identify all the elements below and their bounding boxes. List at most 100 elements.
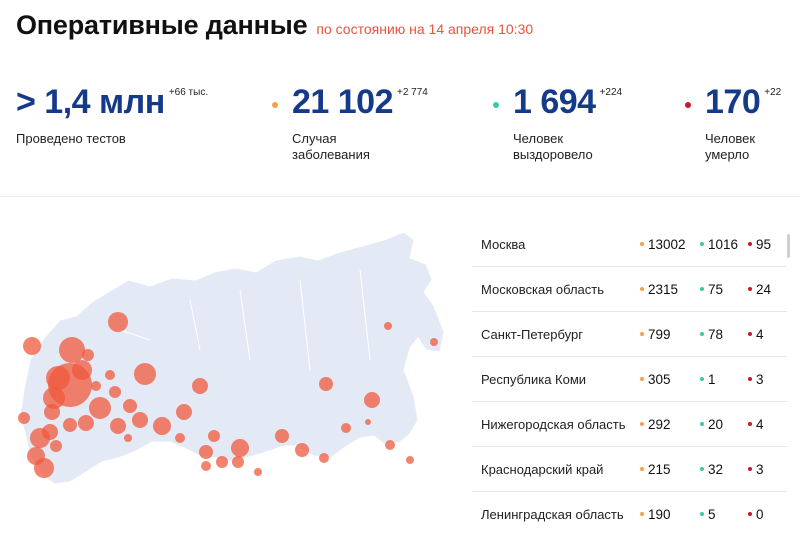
region-cases: 13002 (640, 222, 686, 266)
stat-cases: 21 102 +2 774 Случая заболевания (272, 82, 428, 163)
regions-table[interactable]: Москва 13002 1016 95 Московская область … (472, 222, 787, 536)
region-deaths-value: 4 (756, 326, 764, 342)
stat-recovered-value: 1 694 (513, 83, 596, 121)
section-divider (0, 196, 800, 197)
region-recovered: 5 (700, 492, 716, 536)
russia-map[interactable] (0, 220, 470, 538)
recovered-dot-icon (700, 377, 704, 381)
stat-recovered: 1 694 +224 Человек выздоровело (493, 82, 623, 163)
stat-deaths-value: 170 (705, 83, 761, 121)
region-deaths: 95 (748, 222, 771, 266)
deaths-dot-icon (748, 467, 752, 471)
deaths-dot-icon (748, 287, 752, 291)
map-region-borders (119, 269, 371, 371)
region-recovered-value: 78 (708, 326, 724, 342)
deaths-dot-icon (685, 102, 691, 108)
region-recovered: 75 (700, 267, 723, 311)
recovered-dot-icon (700, 242, 704, 246)
stat-cases-delta: +2 774 (397, 87, 428, 98)
region-recovered: 20 (700, 402, 723, 446)
stat-recovered-delta: +224 (599, 87, 623, 98)
region-cases-value: 799 (648, 326, 671, 342)
cases-dot-icon (640, 467, 644, 471)
region-cases: 215 (640, 447, 671, 491)
stat-deaths-label: Человек умерло (705, 131, 756, 162)
cases-dot-icon (640, 242, 644, 246)
region-cases: 305 (640, 357, 671, 401)
region-deaths-value: 95 (756, 236, 772, 252)
region-cases-value: 190 (648, 506, 671, 522)
table-row[interactable]: Нижегородская область 292 20 4 (472, 402, 787, 447)
region-name: Нижегородская область (481, 416, 626, 432)
region-name: Краснодарский край (481, 461, 604, 477)
region-deaths-value: 24 (756, 281, 772, 297)
cases-dot-icon (640, 422, 644, 426)
stat-cases-value: 21 102 (292, 83, 394, 121)
recovered-dot-icon (700, 287, 704, 291)
region-deaths-value: 4 (756, 416, 764, 432)
table-row[interactable]: Краснодарский край 215 32 3 (472, 447, 787, 492)
recovered-dot-icon (700, 467, 704, 471)
region-recovered-value: 1016 (708, 236, 739, 252)
region-recovered-value: 75 (708, 281, 724, 297)
deaths-dot-icon (748, 512, 752, 516)
table-row[interactable]: Республика Коми 305 1 3 (472, 357, 787, 402)
region-name: Ленинградская область (481, 506, 624, 522)
page-title: Оперативные данные (16, 10, 308, 40)
region-deaths: 3 (748, 447, 764, 491)
region-recovered: 32 (700, 447, 723, 491)
region-cases-value: 215 (648, 461, 671, 477)
case-bubbles (18, 312, 438, 478)
stat-cases-label: Случая заболевания (292, 131, 370, 162)
region-deaths: 0 (748, 492, 764, 536)
cases-dot-icon (640, 287, 644, 291)
region-deaths-value: 3 (756, 461, 764, 477)
region-name: Московская область (481, 281, 605, 297)
table-row[interactable]: Ленинградская область 190 5 0 (472, 492, 787, 536)
region-cases: 2315 (640, 267, 678, 311)
cases-dot-icon (640, 512, 644, 516)
recovered-dot-icon (700, 332, 704, 336)
deaths-dot-icon (748, 422, 752, 426)
stat-tests-delta: +66 тыс. (168, 87, 209, 98)
region-recovered-value: 20 (708, 416, 724, 432)
stat-tests: > 1,4 млн +66 тыс. Проведено тестов (16, 82, 208, 147)
table-scrollbar[interactable] (787, 234, 790, 258)
region-deaths: 24 (748, 267, 771, 311)
region-deaths: 3 (748, 357, 764, 401)
deaths-dot-icon (748, 242, 752, 246)
region-cases: 292 (640, 402, 671, 446)
table-row[interactable]: Санкт-Петербург 799 78 4 (472, 312, 787, 357)
cases-dot-icon (640, 332, 644, 336)
stat-deaths-delta: +22 (764, 87, 782, 98)
table-row[interactable]: Москва 13002 1016 95 (472, 222, 787, 267)
region-deaths: 4 (748, 312, 764, 356)
region-name: Москва (481, 236, 526, 252)
stat-tests-value: > 1,4 млн (16, 83, 165, 121)
recovered-dot-icon (700, 422, 704, 426)
region-name: Республика Коми (481, 371, 587, 387)
region-cases-value: 292 (648, 416, 671, 432)
region-cases: 799 (640, 312, 671, 356)
deaths-dot-icon (748, 332, 752, 336)
recovered-dot-icon (493, 102, 499, 108)
region-recovered: 1 (700, 357, 716, 401)
region-recovered: 78 (700, 312, 723, 356)
region-deaths-value: 0 (756, 506, 764, 522)
region-cases-value: 2315 (648, 281, 679, 297)
region-deaths: 4 (748, 402, 764, 446)
page-header: Оперативные данные по состоянию на 14 ап… (16, 10, 533, 46)
stat-tests-label: Проведено тестов (16, 131, 126, 146)
region-recovered-value: 32 (708, 461, 724, 477)
region-deaths-value: 3 (756, 371, 764, 387)
region-cases: 190 (640, 492, 671, 536)
region-cases-value: 13002 (648, 236, 686, 252)
russia-land-shape (19, 231, 445, 485)
region-recovered: 1016 (700, 222, 738, 266)
cases-dot-icon (640, 377, 644, 381)
recovered-dot-icon (700, 512, 704, 516)
region-recovered-value: 5 (708, 506, 716, 522)
region-cases-value: 305 (648, 371, 671, 387)
table-row[interactable]: Московская область 2315 75 24 (472, 267, 787, 312)
region-recovered-value: 1 (708, 371, 716, 387)
